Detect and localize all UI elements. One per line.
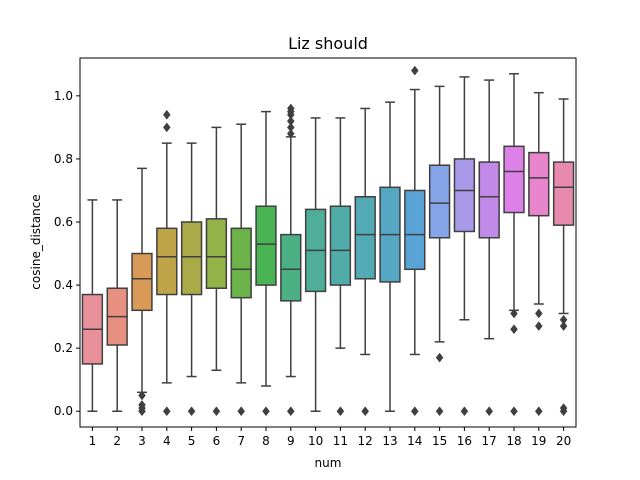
x-tick-label-19: 19 — [531, 434, 546, 448]
box-4 — [156, 227, 178, 296]
x-tick-label-14: 14 — [407, 434, 422, 448]
flier-3-3 — [138, 406, 146, 417]
flier-15-1 — [435, 406, 444, 417]
y-tick-label-2: 0.4 — [54, 278, 73, 292]
axes-frame — [79, 57, 577, 428]
x-tick-label-11: 11 — [333, 434, 348, 448]
flier-20-1 — [559, 321, 568, 331]
flier-12-0 — [361, 406, 370, 417]
box-12 — [354, 196, 376, 280]
chart-title: Liz should — [288, 34, 368, 53]
box-7 — [230, 227, 252, 299]
x-tick-label-20: 20 — [556, 434, 571, 448]
flier-14-1 — [410, 406, 419, 417]
box-16 — [453, 158, 476, 233]
box-18 — [503, 145, 525, 214]
box-6 — [205, 218, 228, 289]
y-tick-label-1: 0.2 — [54, 341, 73, 355]
flier-9-6 — [286, 406, 295, 417]
flier-14-0 — [410, 65, 419, 76]
flier-20-3 — [559, 406, 568, 417]
box-19 — [528, 151, 550, 217]
x-tick-label-9: 9 — [287, 434, 295, 448]
x-tick-label-12: 12 — [358, 434, 373, 448]
flier-19-1 — [534, 321, 543, 331]
x-tick-label-6: 6 — [213, 434, 221, 448]
y-tick-label-5: 1.0 — [54, 89, 73, 103]
flier-3-0 — [138, 390, 146, 401]
flier-8-0 — [262, 406, 270, 417]
flier-4-1 — [162, 122, 171, 133]
x-tick-label-4: 4 — [163, 434, 171, 448]
x-tick-label-17: 17 — [482, 434, 497, 448]
flier-17-0 — [485, 406, 494, 417]
y-tick-label-0: 0.0 — [54, 404, 73, 418]
box-20 — [552, 161, 575, 226]
flier-6-0 — [212, 406, 221, 417]
x-tick-label-8: 8 — [262, 434, 270, 448]
x-tick-label-15: 15 — [432, 434, 447, 448]
box-8 — [255, 205, 277, 286]
box-9 — [280, 233, 302, 302]
y-tick-label-3: 0.6 — [54, 215, 73, 229]
flier-15-0 — [435, 352, 444, 363]
x-tick-label-13: 13 — [382, 434, 397, 448]
box-11 — [329, 205, 352, 286]
flier-16-0 — [460, 406, 469, 417]
flier-18-2 — [510, 406, 518, 417]
box-17 — [478, 161, 500, 239]
box-14 — [404, 189, 426, 271]
y-tick-label-4: 0.8 — [54, 152, 73, 166]
flier-4-2 — [162, 406, 171, 417]
x-axis-label: num — [315, 456, 342, 470]
plot-area: 1 2 3 4 5 6 7 8 9 10 11 12 13 14 15 16 17 18 19 200.00.20.4… — [54, 65, 575, 448]
flier-18-0 — [510, 308, 518, 319]
x-tick-label-3: 3 — [138, 434, 146, 448]
flier-4-0 — [162, 109, 171, 120]
flier-5-0 — [187, 406, 196, 417]
flier-18-1 — [510, 324, 518, 335]
x-tick-label-10: 10 — [308, 434, 323, 448]
x-tick-label-16: 16 — [457, 434, 472, 448]
y-axis-label: cosine_distance — [29, 194, 43, 289]
flier-9-5 — [286, 128, 295, 139]
x-tick-label-18: 18 — [506, 434, 521, 448]
flier-19-0 — [534, 308, 543, 319]
box-15 — [428, 164, 451, 239]
box-5 — [180, 221, 203, 296]
x-tick-label-5: 5 — [188, 434, 196, 448]
flier-7-0 — [237, 406, 246, 417]
x-tick-label-2: 2 — [113, 434, 121, 448]
flier-11-0 — [336, 406, 345, 417]
x-tick-label-1: 1 — [89, 434, 97, 448]
box-3 — [131, 252, 153, 312]
flier-19-2 — [534, 406, 543, 417]
x-tick-label-7: 7 — [237, 434, 245, 448]
